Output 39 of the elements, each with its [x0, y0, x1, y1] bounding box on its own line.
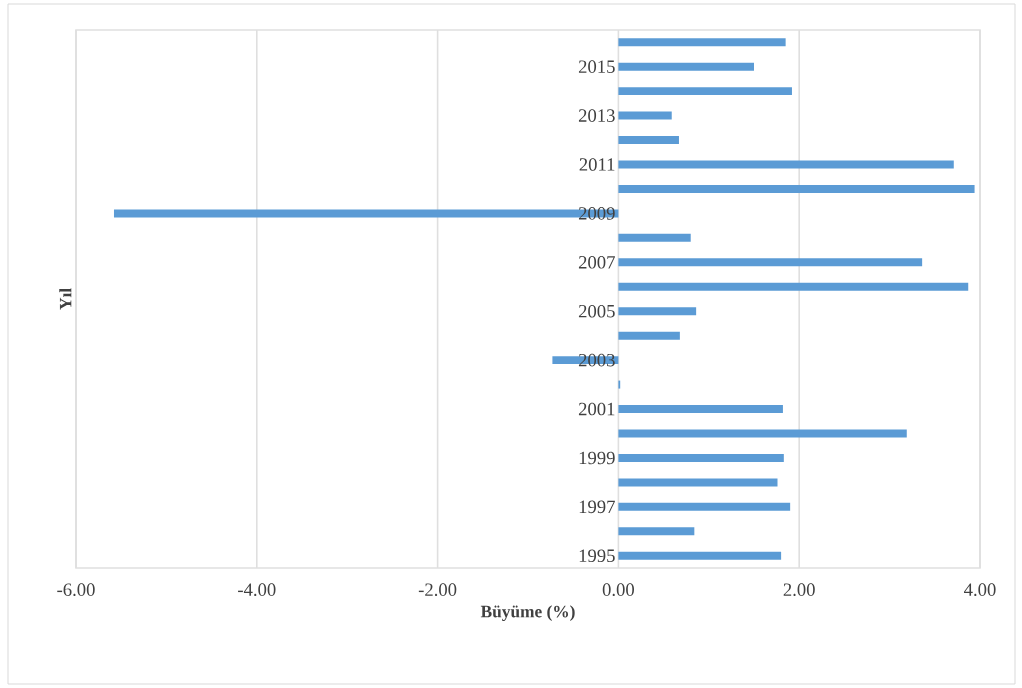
x-tick-label: 4.00 — [964, 583, 996, 597]
bar — [618, 429, 907, 438]
y-tick-label: 2009 — [578, 207, 615, 220]
bar — [618, 87, 792, 96]
y-axis-title: Yıl — [59, 288, 72, 310]
x-tick-label: 0.00 — [602, 583, 635, 597]
y-tick-label: 2001 — [578, 402, 615, 416]
y-tick-label: 2013 — [578, 109, 615, 122]
bar — [618, 551, 782, 560]
y-tick-label: 2011 — [579, 158, 615, 171]
bar — [618, 453, 784, 462]
x-tick-label: -4.00 — [238, 583, 276, 597]
y-tick-label: 1995 — [579, 549, 615, 563]
x-tick-label: 2.00 — [783, 583, 815, 597]
bar — [618, 233, 691, 242]
bar — [618, 136, 679, 145]
y-tick-label: 1999 — [579, 451, 615, 465]
bar — [618, 405, 783, 414]
bar — [618, 38, 786, 47]
bar — [618, 478, 778, 487]
bar — [618, 258, 923, 267]
bar — [618, 527, 695, 536]
x-tick-label: -2.00 — [418, 583, 457, 597]
y-tick-label: 2003 — [578, 353, 615, 367]
bar — [618, 111, 672, 120]
bar — [618, 331, 680, 340]
bar — [618, 502, 791, 511]
bar — [618, 62, 754, 71]
bar — [618, 184, 975, 193]
y-tick-label: 1997 — [579, 500, 615, 514]
bar — [618, 307, 697, 316]
y-tick-label: 2015 — [578, 60, 615, 73]
bar — [113, 209, 619, 218]
bar — [618, 160, 954, 169]
x-tick-label: -6.00 — [57, 583, 95, 597]
y-tick-label: 2007 — [578, 256, 615, 269]
bar — [618, 282, 969, 291]
y-tick-label: 2005 — [578, 304, 615, 318]
x-axis-title: Büyüme (%) — [480, 605, 575, 621]
